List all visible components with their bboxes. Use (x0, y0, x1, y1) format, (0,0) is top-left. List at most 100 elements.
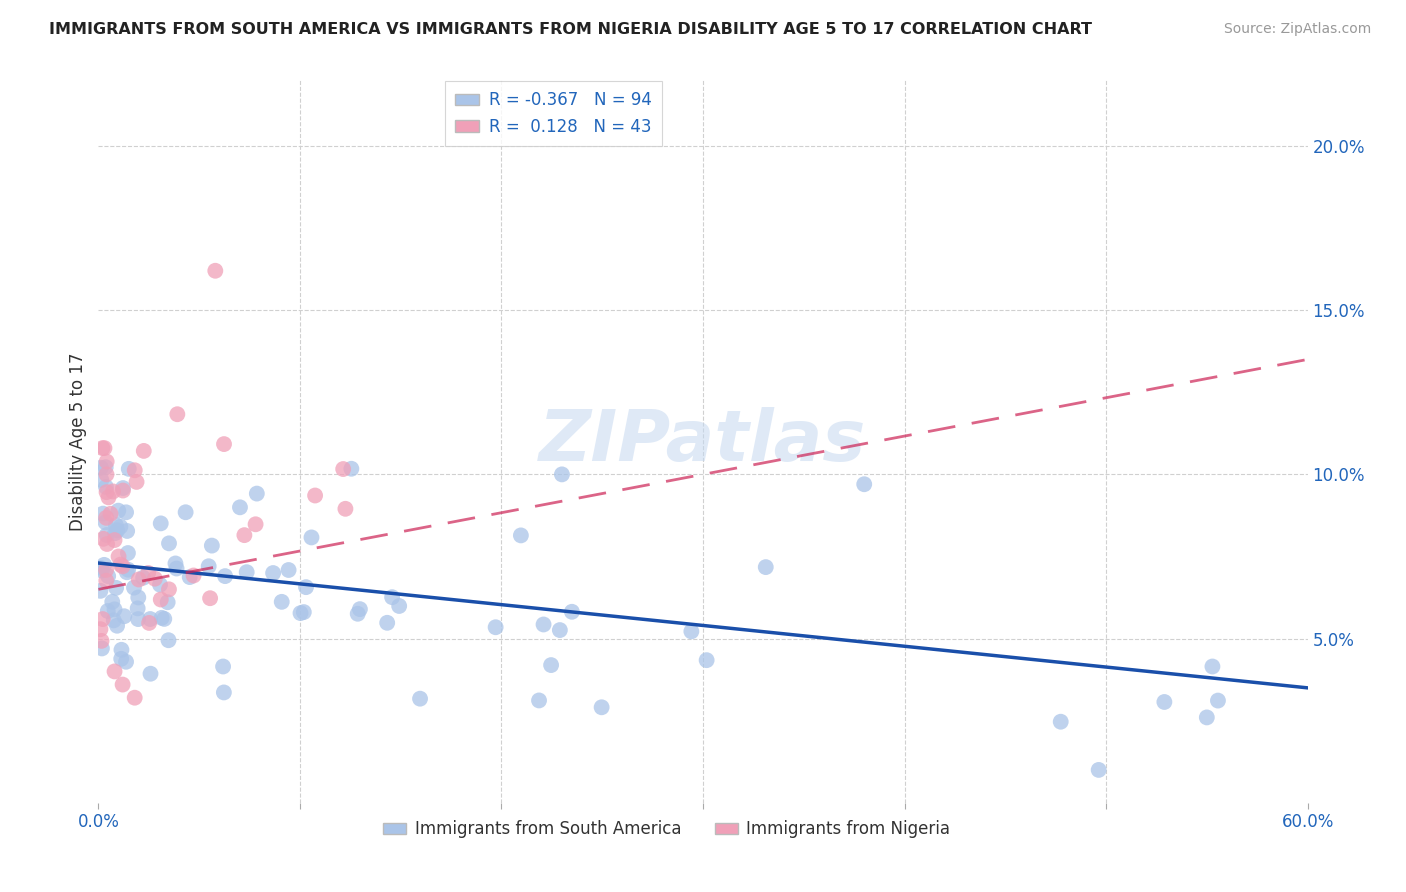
Point (301, 530, 323, 544)
Point (97, 569, 120, 583)
Point (115, 524, 138, 538)
Point (548, 623, 571, 637)
Point (277, 563, 299, 577)
Point (127, 601, 149, 615)
Point (115, 655, 138, 669)
Point (139, 666, 162, 681)
Point (388, 599, 411, 613)
Point (117, 546, 139, 560)
Point (540, 658, 562, 673)
Point (94, 480, 117, 494)
Point (103, 613, 125, 627)
Point (128, 573, 150, 587)
Point (143, 572, 166, 586)
Point (179, 570, 201, 584)
Point (110, 558, 132, 572)
Point (755, 560, 778, 574)
Point (107, 549, 129, 564)
Point (174, 505, 197, 519)
Point (165, 557, 187, 571)
Point (90, 633, 112, 648)
Point (105, 618, 128, 632)
Point (1087, 763, 1109, 777)
Point (290, 606, 312, 620)
Point (90, 473, 112, 487)
Point (91, 441, 114, 455)
Point (1153, 695, 1175, 709)
Point (340, 462, 363, 476)
Text: Source: ZipAtlas.com: Source: ZipAtlas.com (1223, 22, 1371, 37)
Point (111, 677, 134, 691)
Point (150, 611, 173, 625)
Point (132, 571, 155, 585)
Point (93, 532, 115, 546)
Point (197, 559, 219, 574)
Point (212, 685, 235, 699)
Point (214, 569, 236, 583)
Point (138, 615, 160, 630)
Point (89, 622, 111, 636)
Point (245, 517, 267, 532)
Point (93, 558, 115, 572)
Point (96, 537, 118, 551)
Point (149, 578, 172, 592)
Point (124, 690, 146, 705)
Point (183, 568, 205, 582)
Point (381, 590, 404, 604)
Point (681, 624, 703, 639)
Point (90, 564, 112, 578)
Point (94, 563, 117, 577)
Point (1201, 659, 1223, 673)
Point (229, 500, 252, 515)
Point (304, 488, 326, 502)
Point (1206, 693, 1229, 707)
Point (696, 653, 718, 667)
Point (591, 700, 613, 714)
Point (212, 659, 235, 673)
Point (212, 437, 235, 451)
Point (97, 604, 120, 618)
Point (110, 520, 132, 534)
Point (551, 467, 574, 482)
Point (853, 477, 876, 491)
Point (90, 561, 112, 575)
Point (204, 264, 226, 278)
Point (122, 581, 145, 595)
Point (527, 693, 550, 707)
Point (139, 612, 162, 626)
Legend: Immigrants from South America, Immigrants from Nigeria: Immigrants from South America, Immigrant… (377, 814, 957, 845)
Point (349, 602, 371, 616)
Point (270, 595, 292, 609)
Point (103, 665, 125, 679)
Point (110, 642, 132, 657)
Point (96, 485, 118, 500)
Point (115, 566, 138, 580)
Point (124, 463, 146, 477)
Point (561, 605, 583, 619)
Point (93, 441, 115, 455)
Point (1049, 714, 1071, 729)
Point (96, 574, 118, 588)
Point (262, 566, 284, 580)
Point (90, 460, 112, 475)
Point (97, 491, 120, 505)
Point (91, 507, 114, 521)
Point (157, 633, 180, 648)
Text: ZIPatlas: ZIPatlas (540, 407, 866, 476)
Point (94, 516, 117, 530)
Point (292, 605, 315, 619)
Point (125, 475, 148, 489)
Point (166, 561, 188, 575)
Point (332, 462, 354, 476)
Point (156, 595, 179, 609)
Point (103, 533, 125, 547)
Text: IMMIGRANTS FROM SOUTH AMERICA VS IMMIGRANTS FROM NIGERIA DISABILITY AGE 5 TO 17 : IMMIGRANTS FROM SOUTH AMERICA VS IMMIGRA… (49, 22, 1092, 37)
Point (201, 539, 224, 553)
Point (104, 526, 127, 541)
Point (375, 615, 398, 630)
Point (127, 612, 149, 626)
Point (115, 505, 138, 519)
Point (295, 580, 318, 594)
Point (89, 583, 111, 598)
Point (111, 481, 134, 495)
